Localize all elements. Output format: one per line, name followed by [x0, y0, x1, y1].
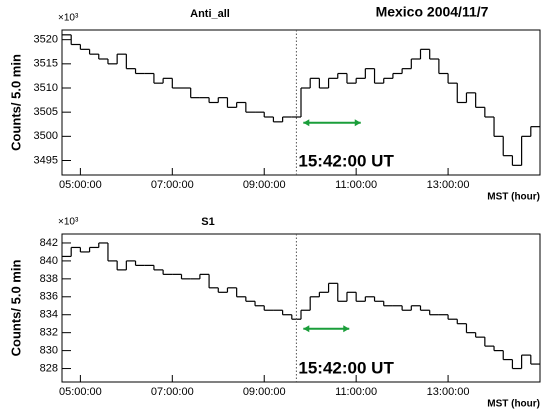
- x-tick-label: 05:00:00: [59, 179, 102, 191]
- x-tick-label: 07:00:00: [151, 386, 194, 398]
- y-tick-label: 838: [40, 273, 58, 285]
- axis-multiplier: ×10³: [58, 217, 79, 228]
- y-tick-label: 834: [40, 309, 58, 321]
- event-label: 15:42:00 UT: [298, 358, 394, 377]
- x-tick-label: 05:00:00: [59, 386, 102, 398]
- y-axis-label: Counts/ 5.0 min: [8, 54, 23, 151]
- x-tick-label: 13:00:00: [427, 386, 470, 398]
- y-tick-label: 3505: [34, 106, 58, 118]
- y-tick-label: 830: [40, 345, 58, 357]
- y-tick-label: 3495: [34, 154, 58, 166]
- panel-title: Anti_all: [190, 8, 230, 20]
- y-tick-label: 840: [40, 255, 58, 267]
- arrow-head: [303, 119, 361, 127]
- y-axis-label: Counts/ 5.0 min: [8, 260, 23, 357]
- x-axis-label: MST (hour): [487, 399, 540, 410]
- x-tick-label: 07:00:00: [151, 179, 194, 191]
- y-tick-label: 842: [40, 237, 58, 249]
- x-tick-label: 09:00:00: [243, 386, 286, 398]
- y-tick-label: 3515: [34, 58, 58, 70]
- axis-multiplier: ×10³: [58, 13, 79, 24]
- x-tick-label: 13:00:00: [427, 179, 470, 191]
- x-tick-label: 09:00:00: [243, 179, 286, 191]
- y-tick-label: 3510: [34, 82, 58, 94]
- y-tick-label: 828: [40, 362, 58, 374]
- x-axis-label: MST (hour): [487, 192, 540, 203]
- y-tick-label: 836: [40, 291, 58, 303]
- event-label: 15:42:00 UT: [298, 151, 394, 170]
- y-tick-label: 3520: [34, 34, 58, 46]
- panel-title: S1: [201, 216, 214, 228]
- step-connectors: [70, 242, 532, 369]
- x-tick-label: 11:00:00: [335, 179, 377, 191]
- step-connectors: [70, 34, 532, 166]
- plot-frame: [61, 233, 541, 383]
- y-tick-label: 832: [40, 327, 58, 339]
- plot-frame: [61, 29, 541, 176]
- y-tick-label: 3500: [34, 130, 58, 142]
- page-title: Mexico 2004/11/7: [376, 4, 489, 20]
- x-tick-label: 11:00:00: [335, 386, 377, 398]
